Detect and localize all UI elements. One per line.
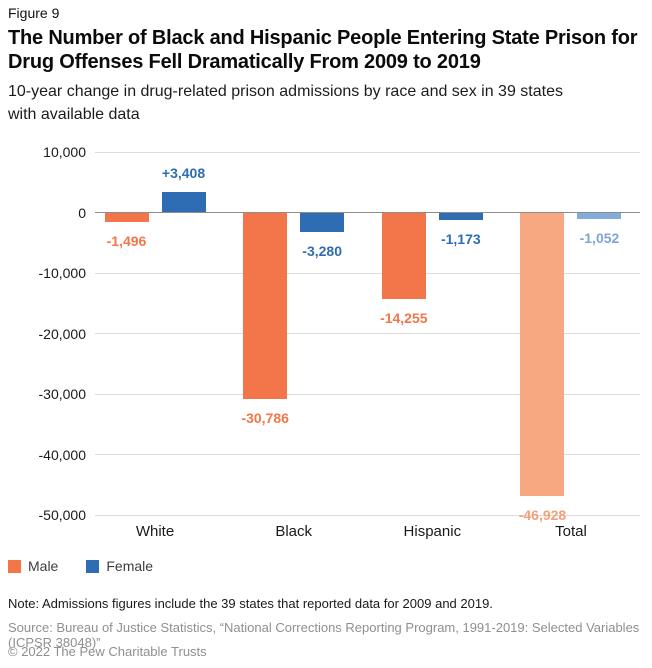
bar-black-male: [243, 212, 288, 399]
page-subtitle: 10-year change in drug-related prison ad…: [8, 83, 563, 123]
value-label-total-female: -1,052: [579, 229, 620, 246]
figure-label: Figure 9: [8, 5, 60, 21]
bar-total-female: [577, 212, 622, 219]
x-category-label-hispanic: Hispanic: [403, 523, 462, 540]
value-label-black-male: -30,786: [241, 409, 289, 426]
legend-item-female: Female: [86, 558, 153, 574]
gridline: [95, 333, 640, 334]
x-category-label-black: Black: [275, 523, 312, 540]
y-tick-label: -50,000: [38, 507, 86, 523]
bar-white-male: [104, 212, 149, 222]
gridline: [95, 272, 640, 274]
x-category-label-white: White: [135, 523, 175, 540]
value-label-total-male: -46,928: [518, 507, 567, 524]
y-tick-label: -40,000: [38, 446, 86, 463]
y-tick-label: -10,000: [38, 265, 86, 281]
male-legend-swatch-icon: [8, 559, 21, 573]
gridline: [95, 393, 640, 395]
plot-area: -1,496 -30,786 -14,255 -46,928 +3,408 -3,280 -…: [95, 151, 640, 523]
page-title: The Number of Black and Hispanic People …: [8, 27, 638, 73]
female-legend-swatch-icon: [86, 559, 100, 573]
bar-white-female: [161, 191, 206, 213]
chart-source: Source: Bureau of Justice Statistics, “N…: [8, 620, 640, 650]
value-label-hispanic-male: -14,255: [380, 309, 428, 326]
chart-note: Note: Admissions figures include the 39 …: [8, 596, 493, 611]
value-label-black-female: -3,280: [302, 243, 342, 260]
gridline: [95, 151, 640, 153]
bar-black-female: [300, 212, 345, 233]
bar-chart: 10,000 0 -10,000 -20,000 -30,000 -40,000 -50,0…: [38, 144, 640, 540]
bar-hispanic-male: [381, 212, 426, 299]
y-tick-label: -30,000: [38, 386, 86, 402]
gridline: [95, 514, 640, 516]
legend-label-male: Male: [28, 558, 59, 574]
copyright: © 2022 The Pew Charitable Trusts: [8, 644, 207, 659]
y-tick-label: 0: [78, 204, 86, 221]
legend: Male Female: [8, 558, 153, 574]
zero-axis-line: [95, 212, 640, 213]
y-tick-label: -20,000: [38, 325, 86, 342]
legend-item-male: Male: [8, 558, 58, 574]
bar-total-male: [520, 212, 565, 497]
value-label-white-female: +3,408: [161, 164, 206, 181]
legend-label-female: Female: [106, 558, 154, 574]
y-tick-label: 10,000: [43, 144, 86, 160]
bar-hispanic-female: [438, 212, 483, 220]
x-category-label-total: Total: [555, 523, 587, 540]
value-label-hispanic-female: -1,173: [440, 230, 481, 247]
gridline: [95, 454, 640, 455]
value-label-white-male: -1,496: [106, 232, 147, 249]
